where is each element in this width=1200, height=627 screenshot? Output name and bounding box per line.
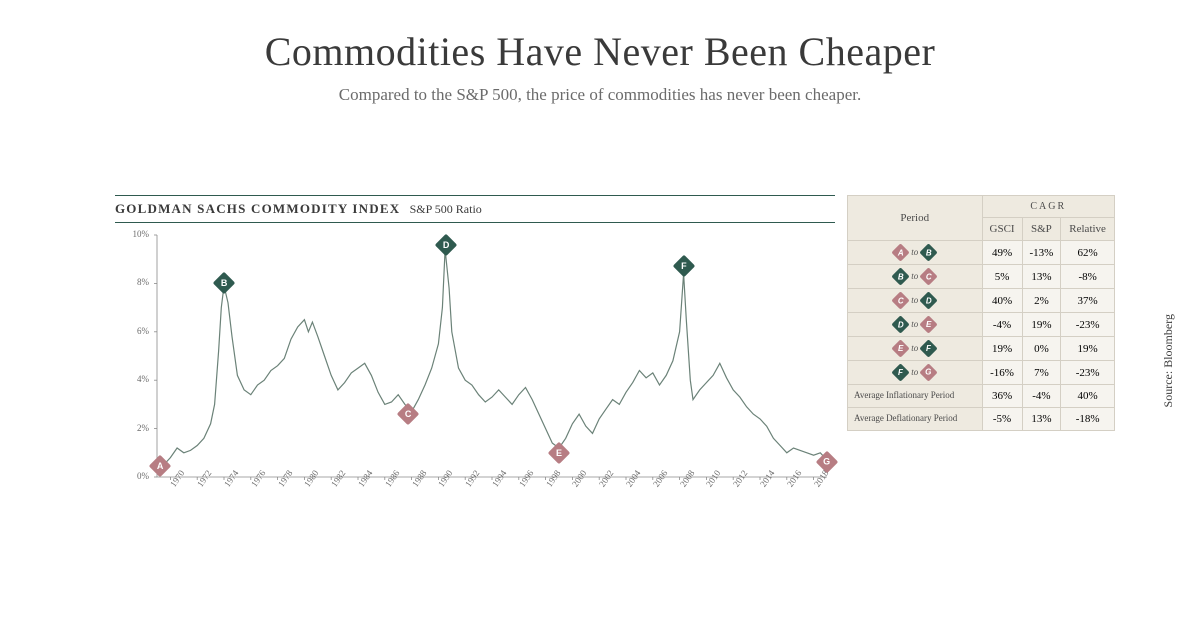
summary-row: Average Deflationary Period-5%13%-18% (848, 408, 1115, 431)
gsci-cell: 40% (982, 289, 1022, 313)
period-cell: AtoB (848, 241, 983, 265)
chart-panel: GOLDMAN SACHS COMMODITY INDEX S&P 500 Ra… (115, 195, 835, 535)
to-text: to (911, 271, 918, 281)
sp-cell: 0% (1022, 337, 1061, 361)
gsci-cell: -5% (982, 408, 1022, 431)
marker-e-icon: E (920, 315, 938, 333)
y-axis-label: 4% (115, 374, 149, 384)
period-cell: EtoF (848, 337, 983, 361)
gsci-cell: 36% (982, 385, 1022, 408)
col-cagr: CAGR (982, 196, 1114, 218)
marker-d-icon: D (920, 291, 938, 309)
col-relative: Relative (1061, 218, 1115, 241)
marker-b-icon: B (920, 243, 938, 261)
marker-a-icon: A (892, 243, 910, 261)
line-chart (115, 229, 835, 509)
table-row: CtoD40%2%37% (848, 289, 1115, 313)
table-row: DtoE-4%19%-23% (848, 313, 1115, 337)
period-cell: BtoC (848, 265, 983, 289)
rel-cell: 19% (1061, 337, 1115, 361)
ratio-line (157, 250, 827, 468)
rel-cell: 40% (1061, 385, 1115, 408)
marker-b-icon: B (892, 267, 910, 285)
summary-label: Average Deflationary Period (848, 408, 983, 431)
summary-row: Average Inflationary Period36%-4%40% (848, 385, 1115, 408)
sp-cell: 19% (1022, 313, 1061, 337)
period-cell: DtoE (848, 313, 983, 337)
to-text: to (911, 295, 918, 305)
source-label: Source: Bloomberg (1161, 314, 1176, 407)
rel-cell: -8% (1061, 265, 1115, 289)
table-row: BtoC5%13%-8% (848, 265, 1115, 289)
marker-c-icon: C (920, 267, 938, 285)
sp-cell: 2% (1022, 289, 1061, 313)
cagr-table-panel: PeriodCAGRGSCIS&PRelativeAtoB49%-13%62%B… (847, 195, 1115, 535)
rel-cell: 37% (1061, 289, 1115, 313)
marker-f-icon: F (892, 363, 910, 381)
marker-d-icon: D (892, 315, 910, 333)
sp-cell: 7% (1022, 361, 1061, 385)
y-axis-label: 2% (115, 423, 149, 433)
chart-header: GOLDMAN SACHS COMMODITY INDEX S&P 500 Ra… (115, 195, 835, 223)
rel-cell: -18% (1061, 408, 1115, 431)
marker-c-icon: C (892, 291, 910, 309)
table-row: AtoB49%-13%62% (848, 241, 1115, 265)
y-axis-label: 10% (115, 229, 149, 239)
to-text: to (911, 367, 918, 377)
rel-cell: -23% (1061, 313, 1115, 337)
marker-e-icon: E (892, 339, 910, 357)
page-subtitle: Compared to the S&P 500, the price of co… (0, 85, 1200, 105)
gsci-cell: 19% (982, 337, 1022, 361)
to-text: to (911, 319, 918, 329)
to-text: to (911, 343, 918, 353)
period-cell: CtoD (848, 289, 983, 313)
sp-cell: 13% (1022, 265, 1061, 289)
sp-cell: -13% (1022, 241, 1061, 265)
chart-area: 0%2%4%6%8%10%197019721974197619781980198… (115, 229, 835, 509)
y-axis-label: 0% (115, 471, 149, 481)
table-row: EtoF19%0%19% (848, 337, 1115, 361)
chart-title-main: GOLDMAN SACHS COMMODITY INDEX (115, 201, 400, 216)
to-text: to (911, 247, 918, 257)
col-gsci: GSCI (982, 218, 1022, 241)
gsci-cell: 5% (982, 265, 1022, 289)
period-cell: FtoG (848, 361, 983, 385)
gsci-cell: 49% (982, 241, 1022, 265)
y-axis-label: 6% (115, 326, 149, 336)
marker-f-icon: F (920, 339, 938, 357)
col-s&p: S&P (1022, 218, 1061, 241)
chart-title-sub: S&P 500 Ratio (410, 202, 482, 216)
sp-cell: 13% (1022, 408, 1061, 431)
cagr-table: PeriodCAGRGSCIS&PRelativeAtoB49%-13%62%B… (847, 195, 1115, 431)
gsci-cell: -16% (982, 361, 1022, 385)
sp-cell: -4% (1022, 385, 1061, 408)
col-period: Period (848, 196, 983, 241)
table-row: FtoG-16%7%-23% (848, 361, 1115, 385)
summary-label: Average Inflationary Period (848, 385, 983, 408)
rel-cell: 62% (1061, 241, 1115, 265)
page-title: Commodities Have Never Been Cheaper (0, 28, 1200, 75)
y-axis-label: 8% (115, 277, 149, 287)
marker-g-icon: G (920, 363, 938, 381)
rel-cell: -23% (1061, 361, 1115, 385)
gsci-cell: -4% (982, 313, 1022, 337)
